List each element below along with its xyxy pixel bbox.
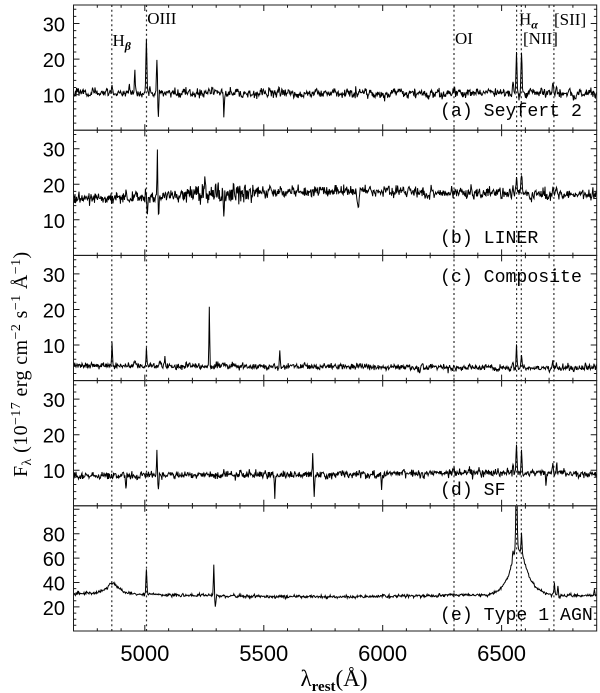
svg-text:(d) SF: (d) SF [440,481,506,501]
svg-text:20: 20 [43,175,65,197]
svg-text:30: 30 [43,265,65,287]
svg-text:40: 40 [43,574,65,596]
svg-text:30: 30 [43,140,65,162]
svg-text:6000: 6000 [358,641,407,666]
svg-text:6500: 6500 [477,641,526,666]
svg-text:5000: 5000 [120,641,169,666]
svg-text:10: 10 [43,211,65,233]
svg-text:60: 60 [43,549,65,571]
svg-text:20: 20 [43,598,65,620]
svg-text:(e) Type 1 AGN: (e) Type 1 AGN [440,606,593,626]
svg-text:20: 20 [43,426,65,448]
svg-text:OI: OI [455,29,473,48]
svg-text:Fλ (10−17 erg cm−2 s−1 Å−1: Fλ (10−17 erg cm−2 s−1 Å−1) [9,251,35,477]
svg-text:[SII]: [SII] [554,10,586,29]
svg-text:20: 20 [43,50,65,72]
svg-text:[NII]: [NII] [523,29,558,48]
svg-text:10: 10 [43,461,65,483]
svg-text:30: 30 [43,14,65,36]
svg-text:10: 10 [43,336,65,358]
svg-text:(a) Seyfert 2: (a) Seyfert 2 [440,102,582,122]
svg-text:5500: 5500 [239,641,288,666]
svg-text:OIII: OIII [147,9,177,28]
svg-text:20: 20 [43,300,65,322]
svg-text:10: 10 [43,86,65,108]
svg-text:(c) Composite: (c) Composite [440,268,582,288]
svg-text:80: 80 [43,525,65,547]
svg-text:(b) LINER: (b) LINER [440,229,538,249]
svg-text:30: 30 [43,390,65,412]
